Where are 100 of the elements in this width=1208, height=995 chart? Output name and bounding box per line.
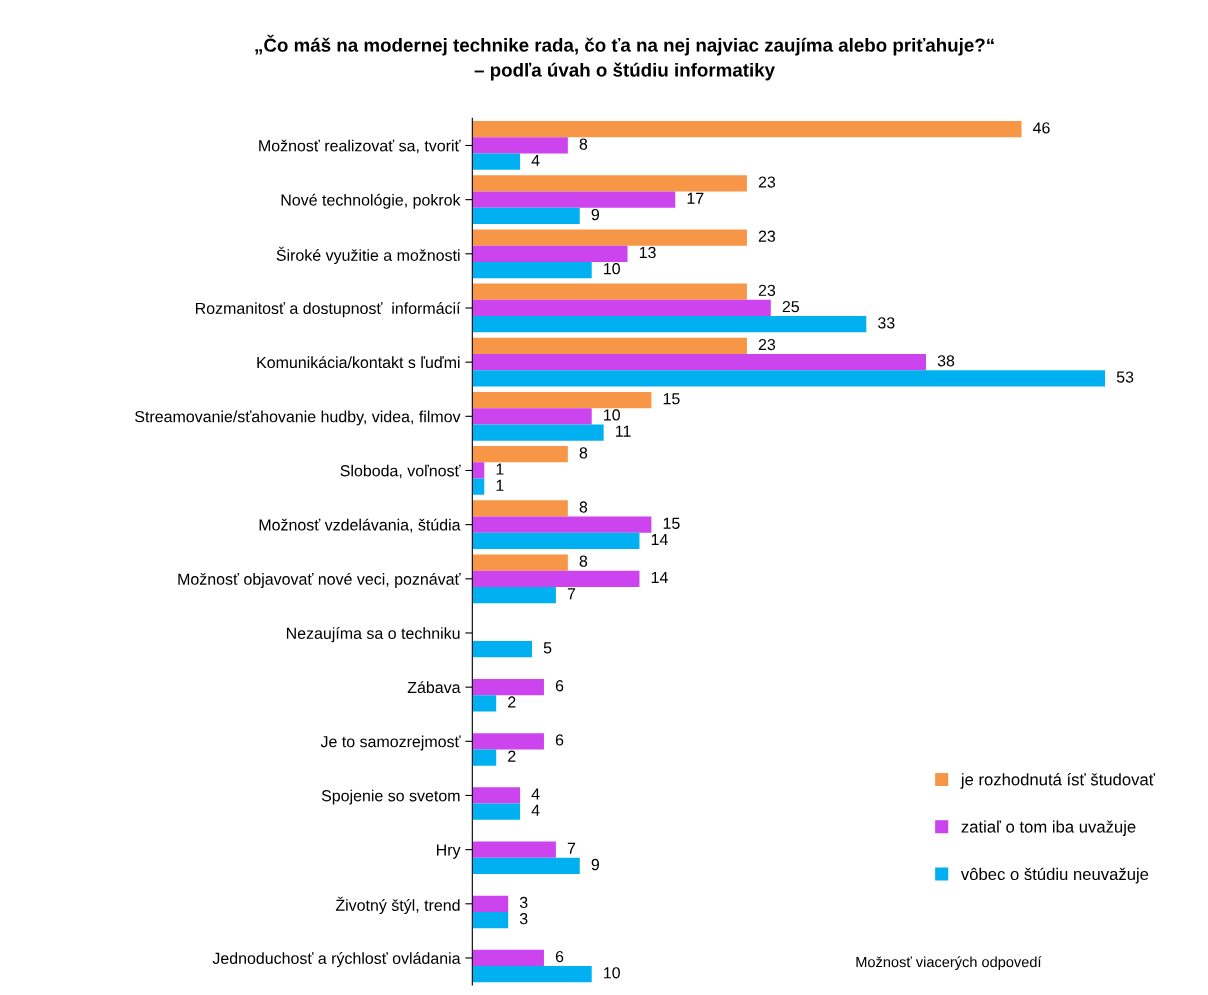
bar [472,462,485,479]
y-tick-label: Nezaujíma sa o techniku [286,627,460,643]
data-label: 14 [651,571,668,583]
bar [472,191,676,208]
data-label: 8 [579,555,588,567]
data-label: 1 [496,463,504,475]
bar [472,895,509,912]
bar [472,354,927,371]
bar [472,478,485,495]
y-tick-label: Jednoduchosť a rýchlosť ovládania [212,952,461,968]
y-tick-label: Hry [436,844,461,859]
bar [472,153,521,170]
bar [472,641,533,658]
data-label: 17 [687,192,704,204]
bar [472,283,747,300]
bar [472,949,544,967]
bar [472,500,568,517]
y-tick-label: Nové technológie, pokrok [281,193,461,209]
data-label: 13 [639,246,656,259]
bar [472,137,568,154]
data-label: 4 [531,788,540,800]
data-label: 4 [531,154,540,166]
bar [472,679,544,696]
annotation: Možnosť viacerých odpovedí [856,956,1042,971]
bar [472,911,509,929]
bar [472,516,652,533]
bar [472,207,580,225]
data-label: 25 [782,300,800,313]
legend-label: vôbec o štúdiu neuvažuje [960,867,1149,884]
data-label: 23 [758,338,776,351]
bar [472,749,497,766]
data-label: 2 [508,750,516,762]
bar [472,121,1022,138]
data-label: 33 [878,317,895,329]
data-label: 4 [531,804,540,816]
bar [472,841,556,858]
data-label: 15 [663,393,680,405]
data-label: 15 [663,517,680,529]
data-label: 8 [579,138,588,150]
bar [472,586,556,604]
data-label: 5 [543,642,552,654]
bar [472,408,592,425]
data-label: 7 [567,842,576,854]
bar [472,261,592,279]
y-tick-label: Je to samozrejmosť [320,735,461,751]
bar [472,532,640,550]
legend-label: je rozhodnutá ísť študovať [960,773,1156,789]
data-label: 11 [615,425,631,437]
data-label: 9 [591,208,600,221]
data-label: 23 [758,284,776,297]
y-tick-label: Možnosť vzdelávania, štúdia [259,518,461,533]
bar [472,787,521,804]
data-label: 38 [937,355,955,367]
data-label: 8 [579,501,588,513]
bar [472,299,771,317]
y-tick-label: Možnosť realizovať sa, tvoriť [259,139,461,154]
data-label: 6 [555,734,564,746]
y-tick-label: Rozmanitosť a dostupnosť informácií [195,302,461,318]
bar [472,695,497,712]
y-tick-label: Sloboda, voľnosť [340,464,461,479]
y-tick-label: Životný štýl, trend [335,896,460,915]
bar [472,175,747,192]
data-label: 53 [1116,371,1134,383]
bar [472,803,521,820]
data-label: 10 [604,409,620,421]
data-label: 9 [591,858,600,871]
y-tick-label: Široké využitie a možnosti [276,246,460,265]
data-label: 23 [758,176,776,188]
y-tick-label: Zábava [407,681,461,694]
data-label: 23 [758,230,776,242]
y-tick-label: Komunikácia/kontakt s ľuďmi [257,356,460,369]
data-label: 7 [567,588,576,600]
bar [472,391,652,409]
data-label: 46 [1033,122,1050,134]
y-tick-label: Streamovanie/sťahovanie hudby, videa, filmov [135,410,461,426]
bar [472,966,592,983]
data-label: 10 [604,967,620,979]
chart-title: „Čo máš na modernej technike rada, čo ťa na nej najviac zaujíma alebo priťahuje?“ – podľa úvah o štúdiu informatiky [255,34,994,81]
bar [472,337,747,355]
data-label: 6 [555,680,564,692]
legend-label: zatiaľ o tom iba uvažuje [961,820,1136,836]
bar [472,570,640,587]
bar [472,424,604,441]
y-tick-label: Možnosť objavovať nové veci, poznávať [178,572,461,589]
data-label: 14 [651,534,668,546]
bar [472,316,867,333]
data-label: 1 [496,479,504,491]
bar [472,733,544,750]
bar [472,229,747,246]
data-label: 2 [508,696,516,708]
data-label: 10 [604,263,620,275]
bar [472,245,628,262]
bar [472,446,568,463]
bar [472,554,568,571]
y-tick-label: Spojenie so svetom [321,789,460,805]
data-label: 6 [555,950,564,963]
data-label: 3 [519,896,528,909]
bar [472,370,1106,387]
data-label: 3 [519,913,528,925]
data-label: 8 [579,447,588,459]
